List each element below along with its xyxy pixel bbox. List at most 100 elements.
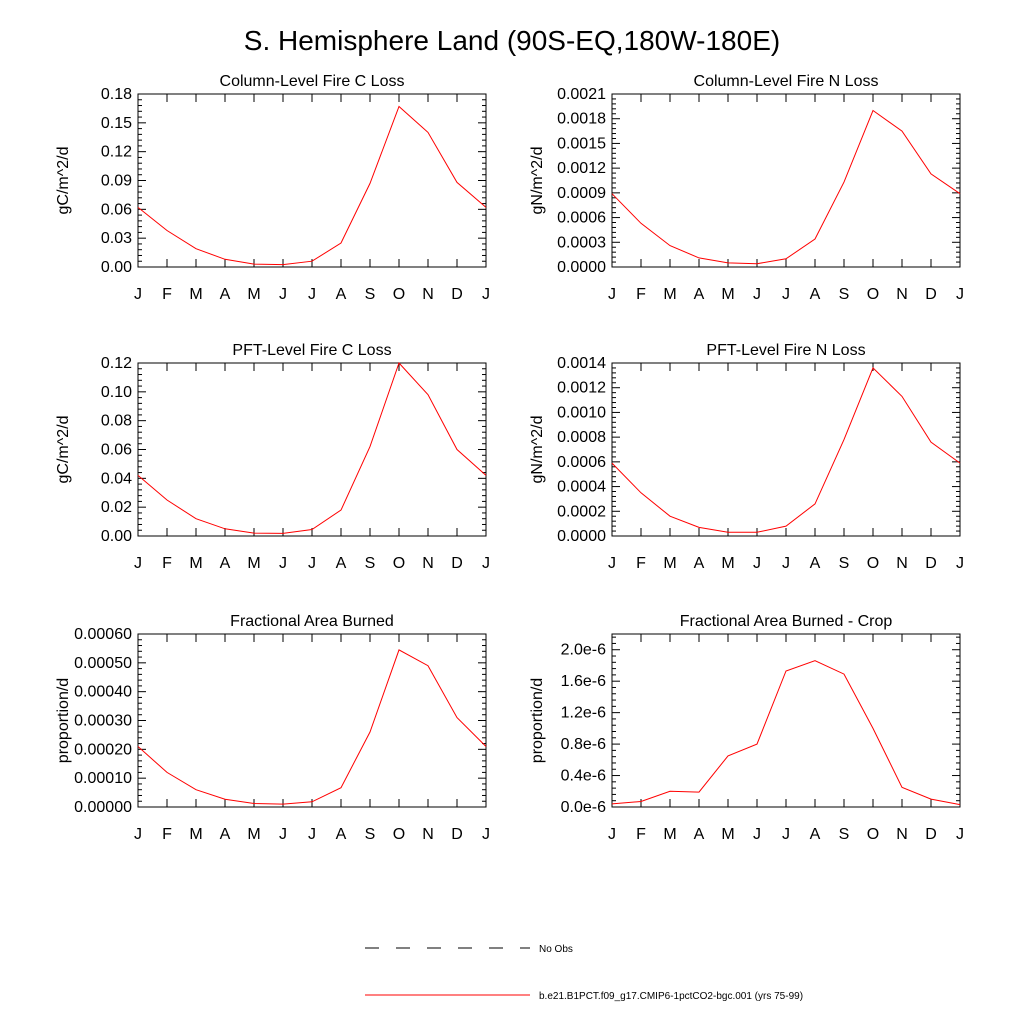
panel-title: PFT-Level Fire C Loss: [232, 342, 391, 359]
x-tick-label: J: [279, 286, 287, 303]
x-tick-label: J: [134, 555, 142, 572]
plot-frame: [137, 362, 487, 537]
figure-title: S. Hemisphere Land (90S-EQ,180W-180E): [244, 25, 780, 56]
x-tick-label: A: [220, 286, 231, 303]
y-tick-label: 0.00010: [74, 770, 132, 787]
y-tick-label: 0.00030: [74, 713, 132, 730]
y-tick-label: 0.0008: [557, 429, 606, 446]
panel-title: PFT-Level Fire N Loss: [706, 342, 865, 359]
y-tick-label: 0.0000: [557, 259, 606, 276]
x-tick-label: M: [247, 555, 260, 572]
panel-title: Column-Level Fire C Loss: [220, 73, 405, 90]
y-tick-label: 0.10: [101, 384, 132, 401]
plot-frame: [137, 633, 487, 808]
x-tick-label: J: [782, 286, 790, 303]
y-tick-label: 0.0000: [557, 528, 606, 545]
x-tick-label: D: [925, 555, 937, 572]
x-tick-label: J: [482, 826, 490, 843]
y-tick-label: 1.2e-6: [561, 705, 606, 722]
y-tick-label: 1.6e-6: [561, 673, 606, 690]
x-tick-label: O: [867, 826, 879, 843]
y-tick-label: 0.0012: [557, 380, 606, 397]
plot-frame: [137, 93, 487, 268]
x-tick-label: M: [721, 286, 734, 303]
panel-column-level-fire-n-loss: Column-Level Fire N Loss gN/m^2/d 0.0000 0.…: [529, 73, 964, 303]
y-tick-label: 0.0021: [557, 86, 606, 103]
x-tick-label: F: [636, 286, 646, 303]
x-tick-label: J: [279, 826, 287, 843]
x-tick-label: A: [220, 826, 231, 843]
panel-fractional-area-burned-crop: Fractional Area Burned - Crop proportion/…: [529, 613, 964, 843]
y-axis-label: gC/m^2/d: [55, 416, 72, 484]
panel-pft-level-fire-c-loss: PFT-Level Fire C Loss gC/m^2/d 0.00 0.02 0.0…: [55, 342, 490, 572]
y-axis-label: proportion/d: [529, 678, 546, 763]
series-line: [137, 649, 487, 805]
x-tick-label: F: [636, 826, 646, 843]
x-tick-label: O: [867, 286, 879, 303]
panels: Column-Level Fire C Loss gC/m^2/d 0.00 0.03…: [55, 73, 964, 843]
legend-label-no-obs: No Obs: [539, 944, 573, 955]
panel-pft-level-fire-n-loss: PFT-Level Fire N Loss gN/m^2/d 0.0000 0.000…: [529, 342, 964, 572]
y-axis-label: gN/m^2/d: [529, 147, 546, 215]
x-tick-label: M: [663, 826, 676, 843]
x-tick-label: F: [162, 826, 172, 843]
x-tick-label: A: [694, 555, 705, 572]
x-tick-label: J: [753, 286, 761, 303]
panel-title: Column-Level Fire N Loss: [694, 73, 879, 90]
x-tick-label: D: [451, 286, 463, 303]
panel-fractional-area-burned: Fractional Area Burned proportion/d 0.0000…: [55, 613, 490, 843]
y-tick-label: 0.15: [101, 115, 132, 132]
series-line: [611, 109, 961, 265]
x-tick-label: J: [279, 555, 287, 572]
y-tick-label: 0.0012: [557, 160, 606, 177]
x-tick-label: J: [782, 826, 790, 843]
x-tick-label: J: [134, 286, 142, 303]
x-tick-label: N: [422, 555, 434, 572]
x-tick-label: M: [663, 286, 676, 303]
x-tick-label: J: [308, 555, 316, 572]
x-tick-label: O: [867, 555, 879, 572]
y-tick-label: 0.06: [101, 201, 132, 218]
legend-label-model: b.e21.B1PCT.f09_g17.CMIP6-1pctCO2-bgc.00…: [539, 991, 803, 1002]
y-tick-label: 0.08: [101, 413, 132, 430]
x-tick-label: A: [220, 555, 231, 572]
y-axis-label: proportion/d: [55, 678, 72, 763]
x-tick-label: J: [134, 826, 142, 843]
x-tick-label: D: [925, 826, 937, 843]
x-tick-label: J: [956, 826, 964, 843]
y-tick-label: 0.03: [101, 230, 132, 247]
x-tick-label: M: [663, 555, 676, 572]
y-tick-label: 0.0e-6: [561, 799, 606, 816]
y-tick-label: 0.0009: [557, 185, 606, 202]
panel-title: Fractional Area Burned: [230, 613, 394, 630]
x-tick-label: O: [393, 286, 405, 303]
x-tick-label: A: [694, 826, 705, 843]
x-tick-label: M: [189, 286, 202, 303]
x-tick-label: A: [336, 555, 347, 572]
x-tick-label: D: [925, 286, 937, 303]
x-tick-label: J: [956, 286, 964, 303]
panel-title: Fractional Area Burned - Crop: [680, 613, 893, 630]
x-tick-label: S: [839, 286, 850, 303]
series-line: [611, 660, 961, 806]
y-tick-label: 0.8e-6: [561, 736, 606, 753]
y-tick-label: 0.0006: [557, 454, 606, 471]
x-tick-label: M: [189, 555, 202, 572]
x-tick-label: N: [896, 555, 908, 572]
y-tick-label: 0.00: [101, 528, 132, 545]
legend: No Obs b.e21.B1PCT.f09_g17.CMIP6-1pctCO2…: [365, 944, 803, 1002]
x-tick-label: A: [694, 286, 705, 303]
y-tick-label: 0.06: [101, 442, 132, 459]
x-tick-label: J: [782, 555, 790, 572]
x-tick-label: N: [422, 286, 434, 303]
x-tick-label: M: [247, 286, 260, 303]
x-tick-label: F: [162, 286, 172, 303]
x-tick-label: J: [608, 826, 616, 843]
x-tick-label: S: [839, 826, 850, 843]
x-tick-label: N: [422, 826, 434, 843]
x-tick-label: J: [308, 286, 316, 303]
y-tick-label: 0.4e-6: [561, 768, 606, 785]
x-tick-label: J: [753, 826, 761, 843]
x-tick-label: A: [336, 826, 347, 843]
